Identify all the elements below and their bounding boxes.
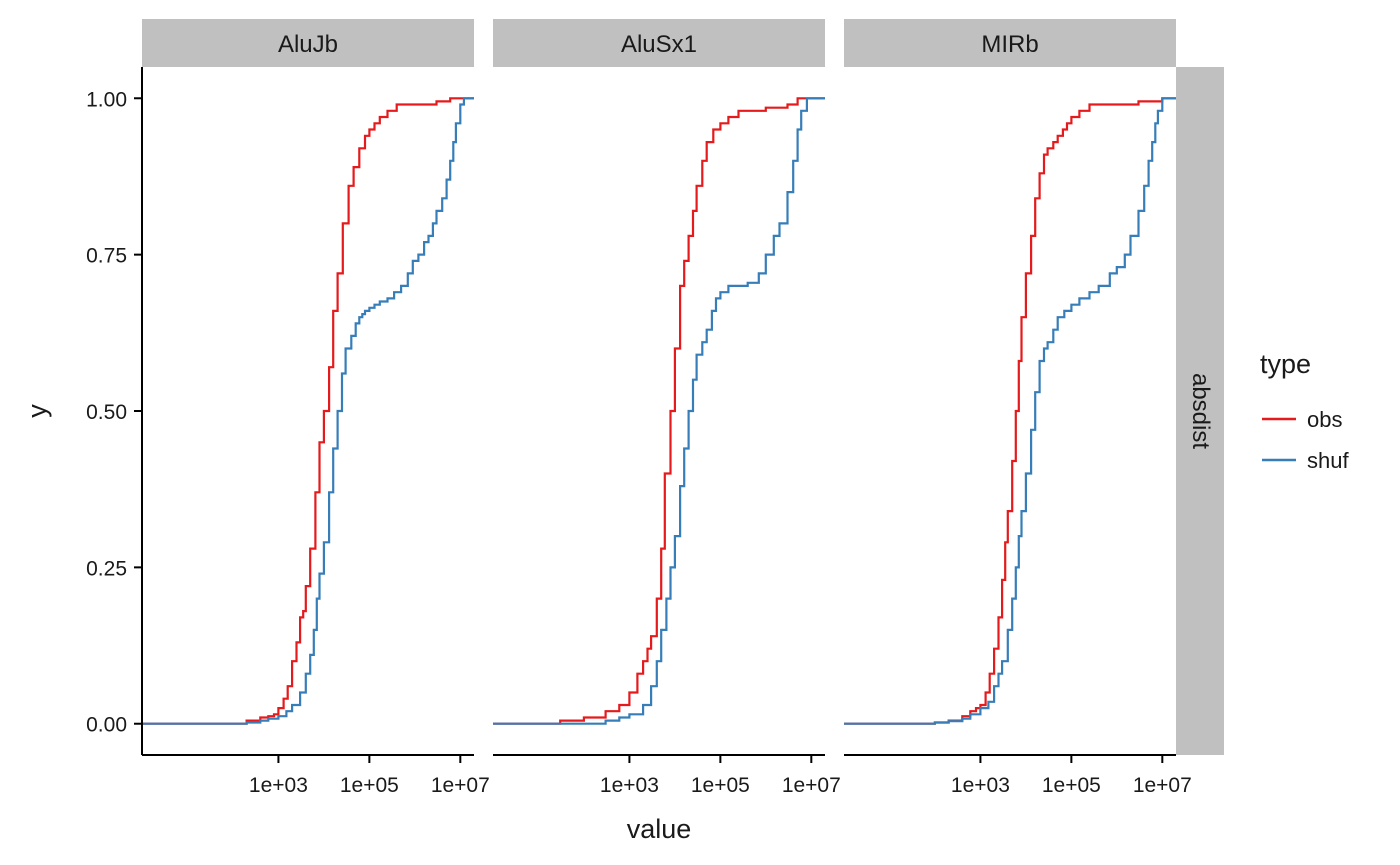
- y-tick-label: 0.00: [86, 714, 127, 737]
- row-facet-strip-bg: [1176, 67, 1224, 755]
- panel-mirb: MIRb 1e+03 1e+05 1e+07: [844, 19, 1192, 797]
- facet-strip-bg: [493, 19, 825, 67]
- row-facet-label: absdist: [1187, 373, 1214, 449]
- series-line-obs: [493, 97, 825, 725]
- y-tick-label: 0.25: [86, 557, 127, 580]
- x-tick-label: 1e+07: [431, 774, 490, 797]
- facet-strip-label: AluSx1: [621, 31, 697, 58]
- y-tick-label: 1.00: [86, 88, 127, 111]
- x-tick-label: 1e+05: [691, 774, 750, 797]
- legend-label-shuf: shuf: [1307, 448, 1349, 473]
- facet-strip-label: AluJb: [278, 31, 338, 58]
- y-tick-label: 0.75: [86, 245, 127, 268]
- y-axis-title: y: [22, 404, 52, 418]
- legend-entries: obs shuf: [1262, 407, 1349, 473]
- y-tick-label: 0.50: [86, 401, 127, 424]
- panel-alusx1: AluSx1 1e+03 1e+05 1e+07: [493, 19, 841, 797]
- series-line-obs: [142, 97, 474, 725]
- x-tick-label: 1e+07: [782, 774, 841, 797]
- x-tick-label: 1e+03: [600, 774, 659, 797]
- facet-strip-bg: [844, 19, 1176, 67]
- series-line-shuf: [142, 97, 474, 725]
- x-tick-label: 1e+03: [951, 774, 1010, 797]
- legend-label-obs: obs: [1307, 407, 1342, 432]
- series-line-shuf: [844, 97, 1176, 725]
- facet-strip-label: MIRb: [981, 31, 1038, 58]
- y-axis: 0.00 0.25 0.50 0.75 1.00: [86, 67, 143, 755]
- legend-title: type: [1260, 349, 1311, 379]
- x-tick-label: 1e+07: [1133, 774, 1192, 797]
- x-tick-label: 1e+03: [249, 774, 308, 797]
- x-tick-label: 1e+05: [1042, 774, 1101, 797]
- series-line-shuf: [493, 97, 825, 725]
- x-tick-label: 1e+05: [340, 774, 399, 797]
- legend: type obs shuf: [1260, 349, 1349, 473]
- chart-panels: AluJb 1e+03 1e+05 1e+07 AluSx1 1e+03 1e+05 1e+0…: [142, 19, 1192, 797]
- series-line-obs: [844, 97, 1176, 725]
- x-axis-title: value: [627, 814, 692, 844]
- panel-alujb: AluJb 1e+03 1e+05 1e+07: [142, 19, 490, 797]
- facet-strip-bg: [142, 19, 474, 67]
- row-facet-strip: absdist: [1176, 67, 1224, 755]
- y-axis-ticks: 0.00 0.25 0.50 0.75 1.00: [86, 88, 142, 737]
